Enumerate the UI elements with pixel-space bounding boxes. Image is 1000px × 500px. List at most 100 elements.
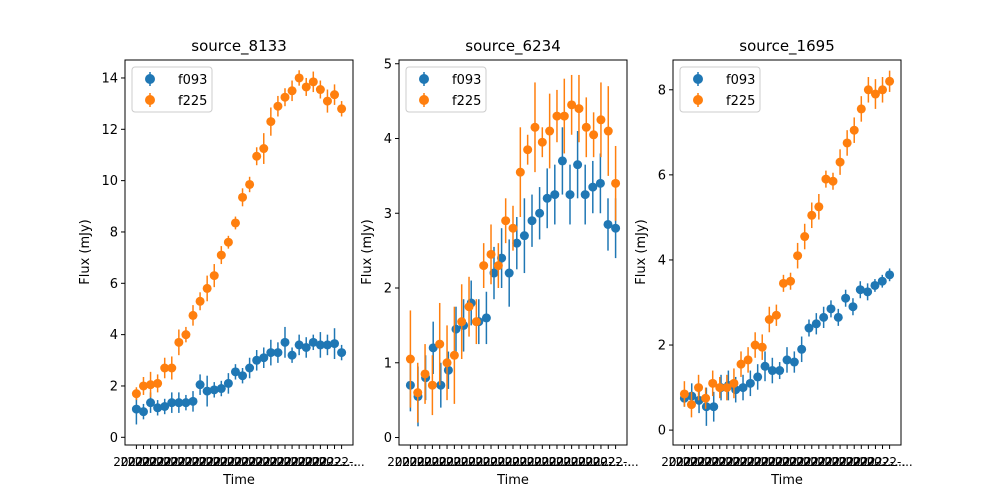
- data-point: [266, 348, 276, 358]
- x-tick-label: 2022-...: [519, 455, 565, 469]
- x-ticks: 2022-...2022-...2022-...2022-...2022-...…: [661, 445, 913, 469]
- data-point: [535, 208, 545, 218]
- data-point: [515, 167, 525, 177]
- x-tick-label: 2022-...: [198, 455, 244, 469]
- data-point: [252, 151, 262, 161]
- data-point: [216, 250, 226, 260]
- x-tick-label: 2022-...: [690, 455, 736, 469]
- x-tick-label: 2022-...: [739, 455, 785, 469]
- data-point: [775, 366, 785, 376]
- data-point: [245, 363, 255, 373]
- x-axis-label: Time: [496, 473, 529, 488]
- data-point: [753, 372, 763, 382]
- legend-marker: [419, 74, 429, 84]
- x-axis-label: Time: [222, 473, 255, 488]
- x-tick-label: 2022-...: [241, 455, 287, 469]
- legend-marker: [145, 74, 155, 84]
- data-point: [287, 350, 297, 360]
- data-point: [863, 287, 873, 297]
- data-point: [833, 312, 843, 322]
- x-tick-label: 2022-...: [290, 455, 336, 469]
- x-tick-label: 2022-...: [453, 455, 499, 469]
- x-tick-label: 2022-...: [490, 455, 536, 469]
- data-point: [195, 296, 205, 306]
- data-point: [856, 104, 866, 114]
- data-point: [842, 138, 852, 148]
- x-tick-label: 2022-...: [417, 455, 463, 469]
- data-point: [280, 92, 290, 102]
- legend-label: f093: [726, 73, 755, 88]
- data-point: [153, 378, 163, 388]
- data-point: [580, 190, 590, 200]
- x-tick-label: 2022-...: [675, 455, 721, 469]
- data-point: [308, 337, 318, 347]
- y-tick-label: 4: [384, 132, 392, 147]
- data-point: [828, 176, 838, 186]
- x-tick-label: 2022-...: [585, 455, 631, 469]
- data-point: [435, 339, 445, 349]
- x-tick-label: 2022-...: [276, 455, 322, 469]
- data-point: [849, 125, 859, 135]
- x-tick-label: 2022-...: [725, 455, 771, 469]
- data-point: [252, 355, 262, 365]
- series-layer: [131, 70, 347, 425]
- x-tick-label: 2022-...: [505, 455, 551, 469]
- data-point: [807, 210, 817, 220]
- x-tick-label: 2022-...: [512, 455, 558, 469]
- legend-marker: [693, 95, 703, 105]
- x-tick-label: 2022-...: [212, 455, 258, 469]
- data-point: [565, 190, 575, 200]
- data-point: [800, 232, 810, 242]
- legend-entry-f225: f225: [145, 93, 207, 109]
- legend-label: f225: [452, 94, 481, 109]
- y-tick-label: 5: [384, 57, 392, 72]
- data-point: [131, 389, 141, 399]
- panel-2: source_6234 2022-...2022-...2022-...2022…: [360, 37, 639, 488]
- data-point: [405, 354, 415, 364]
- data-point: [266, 117, 276, 127]
- data-point: [481, 313, 491, 323]
- x-tick-label: 2022-...: [255, 455, 301, 469]
- data-point: [138, 381, 148, 391]
- legend-label: f093: [178, 73, 207, 88]
- data-point: [530, 122, 540, 132]
- data-point: [589, 130, 599, 140]
- data-point: [574, 104, 584, 114]
- x-tick-label: 2022-...: [732, 455, 778, 469]
- x-tick-label: 2022-...: [304, 455, 350, 469]
- x-tick-label: 2022-...: [483, 455, 529, 469]
- data-point: [789, 357, 799, 367]
- data-point: [767, 366, 777, 376]
- x-tick-label: 2022-...: [439, 455, 485, 469]
- data-point: [273, 348, 283, 358]
- data-point: [146, 380, 156, 390]
- legend-label: f225: [726, 94, 755, 109]
- x-tick-label: 2022-...: [156, 455, 202, 469]
- data-point: [322, 340, 332, 350]
- x-tick-label: 2022-...: [297, 455, 343, 469]
- data-point: [322, 96, 332, 106]
- data-point: [814, 202, 824, 212]
- legend: f093 f225: [405, 66, 487, 113]
- legend-marker: [419, 95, 429, 105]
- data-point: [413, 388, 423, 398]
- x-tick-label: 2022-...: [767, 455, 813, 469]
- legend-marker: [693, 74, 703, 84]
- data-point: [596, 115, 606, 125]
- axes-frame: [124, 59, 354, 446]
- data-point: [504, 268, 514, 278]
- data-point: [550, 190, 560, 200]
- data-point: [729, 378, 739, 388]
- data-point: [679, 389, 689, 399]
- data-point: [835, 157, 845, 167]
- x-tick-label: 2022-...: [431, 455, 477, 469]
- x-tick-label: 2022-...: [866, 455, 912, 469]
- y-axis-label: Flux (mJy): [634, 219, 649, 285]
- x-tick-label: 2022-...: [661, 455, 707, 469]
- data-point: [611, 178, 621, 188]
- x-tick-label: 2022-...: [803, 455, 849, 469]
- data-point: [479, 261, 489, 271]
- data-point: [146, 398, 156, 408]
- x-tick-label: 2022-...: [269, 455, 315, 469]
- data-point: [709, 402, 719, 412]
